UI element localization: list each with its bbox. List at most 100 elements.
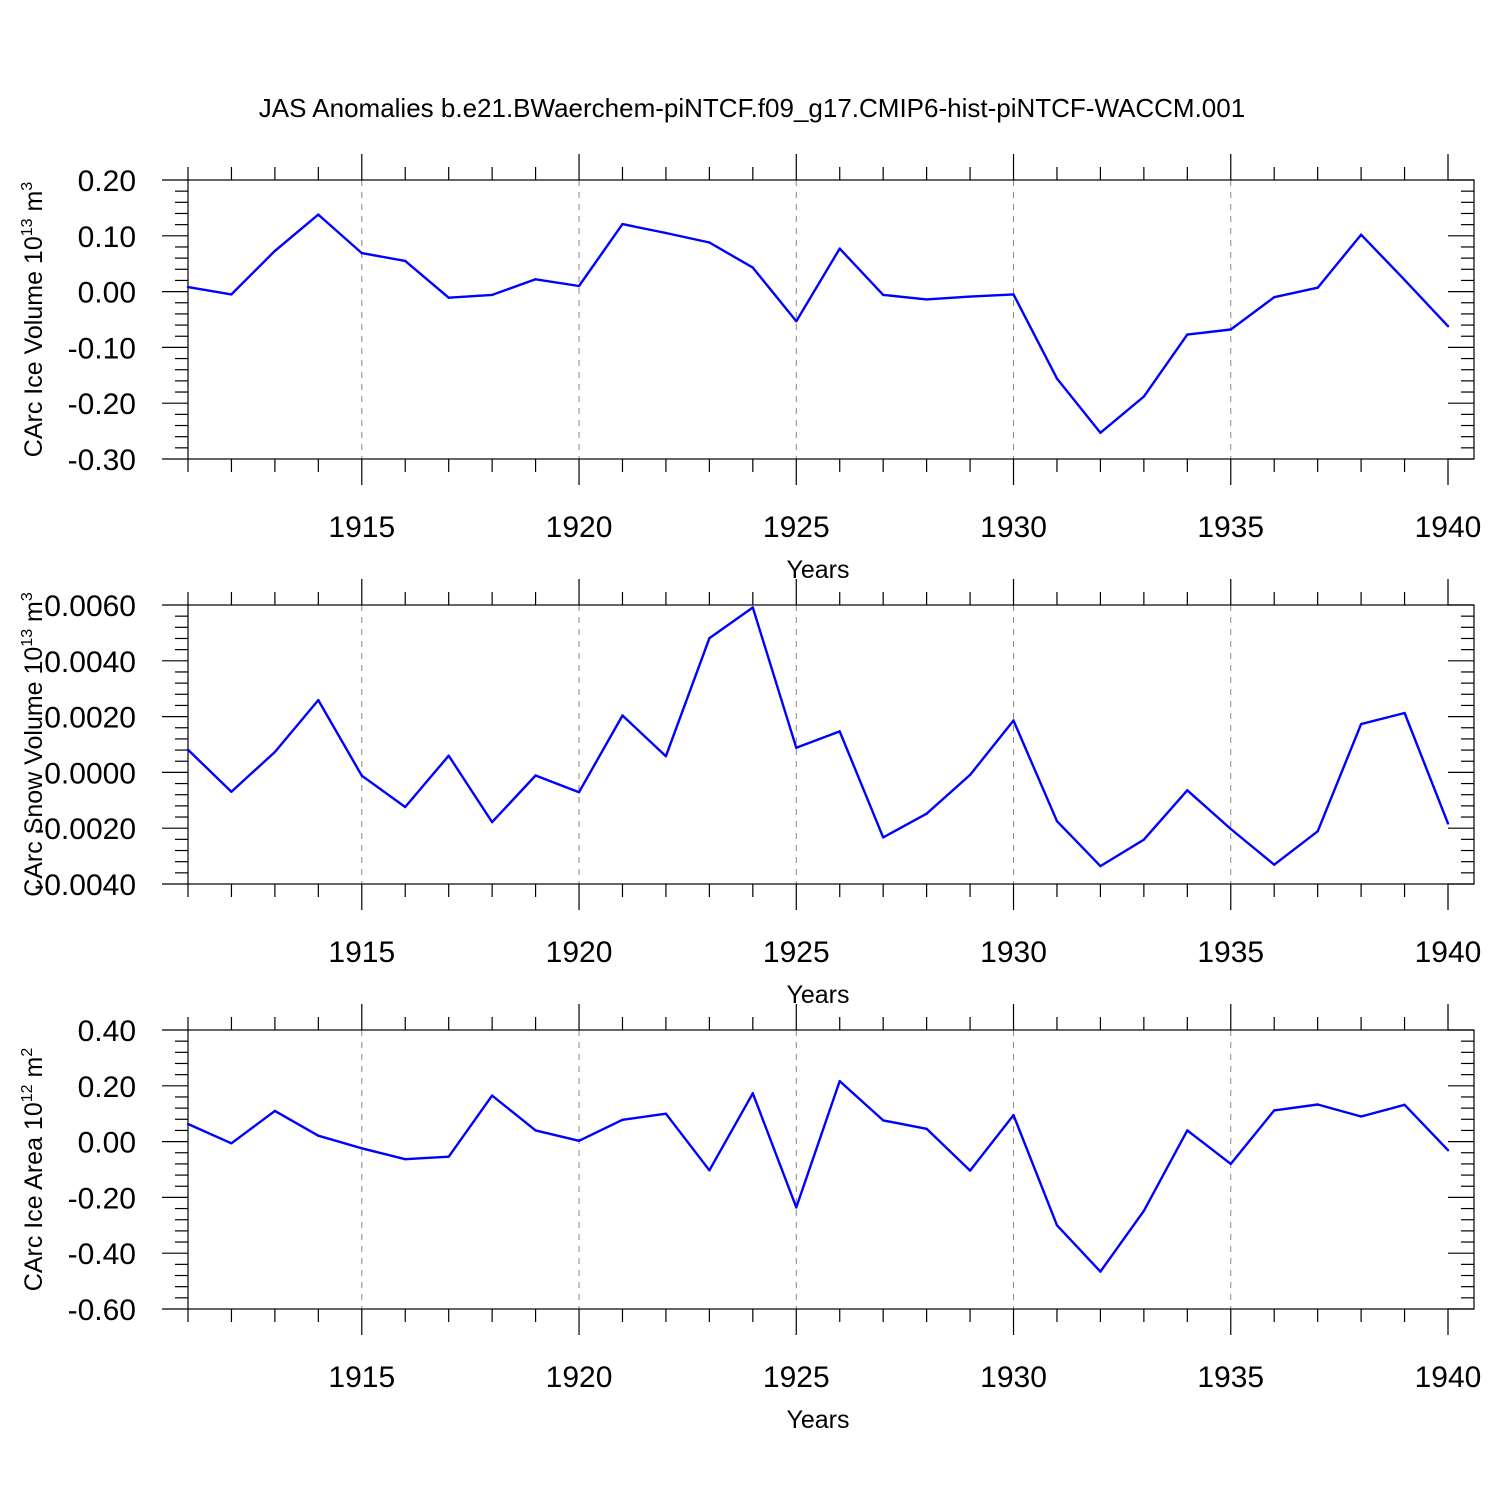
data-point <box>621 1118 624 1122</box>
y-tick-label: -0.40 <box>68 1238 136 1271</box>
x-tick-label: 1925 <box>763 1361 830 1394</box>
y-tick-label: 0.10 <box>78 221 136 254</box>
x-tick-label: 1915 <box>328 936 395 969</box>
x-tick-label: 1925 <box>763 936 830 969</box>
data-point <box>577 1139 581 1142</box>
panel-snow-volume: 1915 1920 1925 1930 1935 1940 Years -0.0040 -0.0… <box>19 579 1481 1009</box>
data-point <box>881 1119 885 1122</box>
data-point <box>1403 1103 1406 1106</box>
data-point <box>404 259 407 263</box>
x-tick-label: 1930 <box>980 511 1047 544</box>
x-axis-label: Years <box>786 981 849 1009</box>
x-tick-label: 1915 <box>328 1361 395 1394</box>
data-point <box>1403 278 1406 282</box>
data-point <box>1099 1270 1102 1273</box>
data-point <box>1055 820 1059 823</box>
plot-frame <box>187 604 1475 885</box>
data-point <box>925 298 928 301</box>
data-point <box>273 1109 277 1113</box>
x-tick-label: 1935 <box>1197 1361 1264 1394</box>
x-tick-label: 1940 <box>1415 1361 1482 1394</box>
y-axis-label-text: CArc Snow Volume 10 <box>20 647 48 897</box>
data-point <box>1055 377 1059 380</box>
data-point <box>1273 863 1276 866</box>
data-point <box>577 284 581 288</box>
data-point <box>881 836 885 839</box>
panel-ice-area: 1915 1920 1925 1930 1935 1940 Years -0.60 -0.40 -… <box>19 1004 1481 1434</box>
y-axis-label-unit: m <box>20 601 48 629</box>
chart-title: JAS Anomalies b.e21.BWaerchem-piNTCF.f09… <box>259 93 1245 123</box>
data-point <box>534 1129 537 1132</box>
data-point <box>317 698 320 702</box>
data-point <box>1446 1149 1450 1152</box>
data-point <box>186 748 190 752</box>
data-point <box>230 790 233 793</box>
data-point <box>881 293 885 297</box>
data-point <box>577 791 581 794</box>
data-point <box>1099 864 1102 868</box>
data-point <box>708 241 711 244</box>
data-point <box>273 750 277 754</box>
data-point <box>1229 1162 1232 1166</box>
y-axis-label-exponent: 12 <box>19 1084 36 1102</box>
y-tick-label: 0.00 <box>78 277 136 310</box>
x-tick-label: 1915 <box>328 511 395 544</box>
data-point <box>1012 293 1015 296</box>
data-point <box>1403 711 1406 715</box>
data-point <box>708 1169 711 1172</box>
data-point <box>708 637 711 640</box>
x-tick-label: 1920 <box>546 511 613 544</box>
y-axis-label-unit-exponent: 2 <box>19 1048 36 1057</box>
panels: 1915 1920 1925 1930 1935 1940 Years -0.30 -0.20 -… <box>19 154 1481 1434</box>
data-point <box>925 812 928 815</box>
data-point <box>490 293 494 297</box>
data-point <box>1229 328 1232 331</box>
y-tick-label: 0.20 <box>78 165 136 198</box>
data-point <box>1186 333 1189 336</box>
data-point <box>838 730 841 733</box>
y-tick-label: 0.0020 <box>44 702 136 735</box>
data-point <box>1186 1129 1189 1132</box>
data-point <box>360 774 363 777</box>
x-tick-label: 1920 <box>546 1361 613 1394</box>
y-tick-label: -0.20 <box>68 1182 136 1215</box>
data-point <box>925 1127 928 1130</box>
y-tick-label: 0.0000 <box>44 757 136 790</box>
data-point <box>360 1147 363 1150</box>
series-line-ice-volume <box>187 213 1449 434</box>
y-tick-label: 0.00 <box>78 1127 136 1160</box>
y-axis-label-text: CArc Ice Area 10 <box>20 1102 48 1291</box>
data-point <box>1142 838 1146 841</box>
y-tick-label: -0.10 <box>68 332 136 365</box>
data-point <box>795 319 798 323</box>
data-point <box>1012 1113 1015 1117</box>
y-tick-label: 0.0040 <box>44 646 136 679</box>
y-tick-label: 0.40 <box>78 1015 136 1048</box>
data-point <box>838 1079 841 1083</box>
data-point <box>1316 830 1319 833</box>
data-point <box>1273 295 1276 299</box>
y-tick-label: -0.20 <box>68 388 136 421</box>
y-axis-label-unit: m <box>20 1057 48 1085</box>
x-tick-label: 1935 <box>1197 936 1264 969</box>
y-axis-label-unit-exponent: 3 <box>19 592 36 601</box>
y-tick-label: -0.30 <box>68 444 136 477</box>
x-tick-label: 1930 <box>980 1361 1047 1394</box>
data-point <box>273 249 277 253</box>
y-tick-label: -0.60 <box>68 1294 136 1327</box>
y-axis-label: CArc Snow Volume 1013 m3 <box>19 592 48 897</box>
data-point <box>1316 1103 1319 1106</box>
data-point <box>186 285 190 289</box>
x-tick-label: 1920 <box>546 936 613 969</box>
data-point <box>1273 1109 1276 1112</box>
data-point <box>621 714 624 717</box>
data-point <box>968 1169 972 1172</box>
data-point <box>1186 789 1189 792</box>
y-axis-label-unit-exponent: 3 <box>19 182 36 191</box>
data-point <box>795 746 798 750</box>
data-point <box>404 805 407 809</box>
y-axis-label-unit: m <box>20 191 48 219</box>
y-axis-label: CArc Ice Area 1012 m2 <box>19 1048 48 1292</box>
data-point <box>186 1122 190 1126</box>
data-point <box>1012 719 1015 722</box>
